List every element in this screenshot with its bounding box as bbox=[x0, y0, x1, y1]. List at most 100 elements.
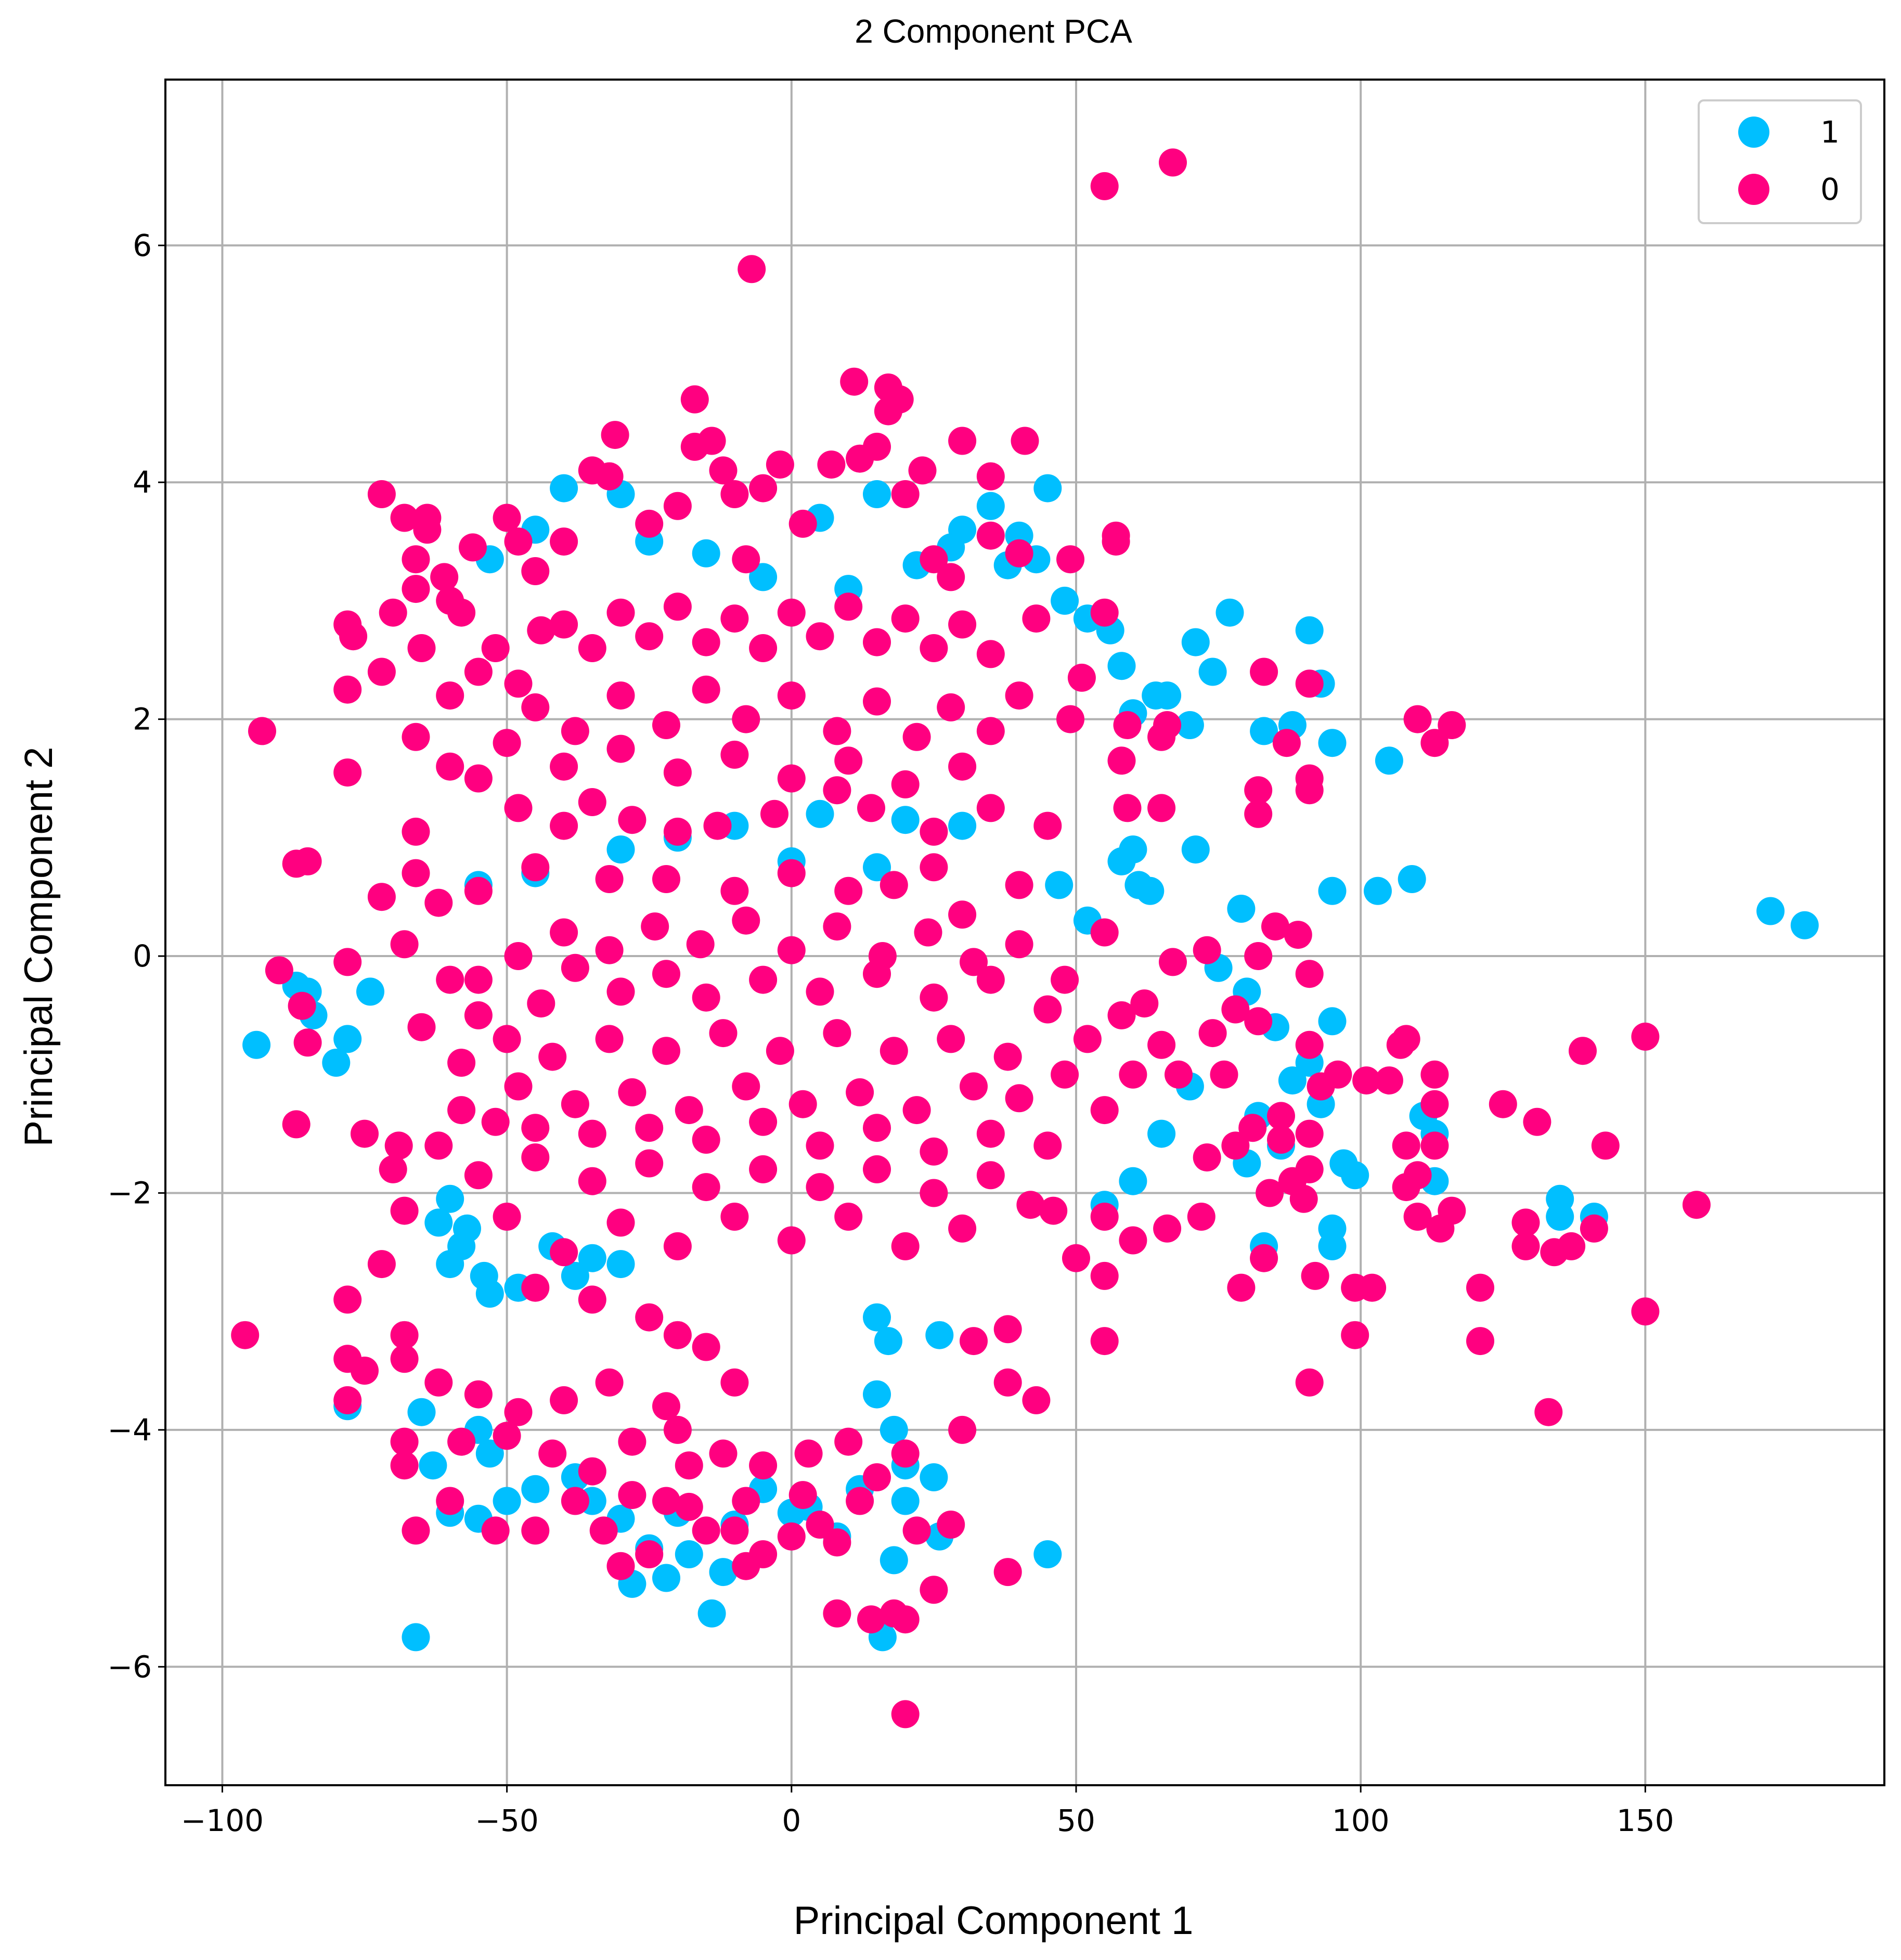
data-point bbox=[641, 912, 669, 941]
data-point bbox=[578, 456, 606, 485]
data-point bbox=[1113, 711, 1142, 739]
data-point bbox=[379, 598, 407, 627]
data-point bbox=[1181, 835, 1210, 864]
data-point bbox=[709, 1019, 738, 1048]
data-point bbox=[948, 610, 977, 639]
data-point bbox=[1090, 1203, 1119, 1231]
data-point bbox=[1295, 776, 1324, 805]
data-point bbox=[493, 1025, 521, 1053]
data-point bbox=[424, 888, 453, 917]
data-point bbox=[1113, 794, 1142, 822]
data-point bbox=[1295, 1030, 1324, 1059]
data-point bbox=[1591, 1131, 1620, 1160]
data-point bbox=[1090, 598, 1119, 627]
data-point bbox=[447, 1427, 476, 1456]
data-point bbox=[749, 474, 778, 502]
data-point bbox=[993, 1042, 1022, 1071]
data-point bbox=[351, 1357, 379, 1385]
data-point bbox=[618, 1078, 646, 1106]
data-point bbox=[834, 746, 863, 775]
data-point bbox=[976, 521, 1005, 550]
y-tick-label: 6 bbox=[133, 228, 152, 263]
data-point bbox=[863, 628, 891, 656]
data-point bbox=[823, 1019, 851, 1048]
data-point bbox=[1215, 598, 1244, 627]
data-point bbox=[857, 794, 885, 822]
data-point bbox=[920, 853, 948, 882]
data-point bbox=[976, 462, 1005, 491]
y-tick-label: 0 bbox=[133, 938, 152, 974]
data-point bbox=[1051, 1060, 1079, 1089]
data-point bbox=[333, 1386, 362, 1414]
data-point bbox=[920, 545, 948, 574]
data-point bbox=[675, 1492, 703, 1521]
data-point bbox=[1295, 616, 1324, 644]
data-point bbox=[436, 752, 464, 781]
data-point bbox=[561, 1261, 589, 1290]
data-point bbox=[367, 1250, 396, 1279]
data-point bbox=[806, 1131, 834, 1160]
data-point bbox=[834, 1203, 863, 1231]
data-point bbox=[652, 1037, 680, 1065]
data-point bbox=[464, 1161, 493, 1190]
data-point bbox=[863, 1380, 891, 1409]
data-point bbox=[834, 876, 863, 905]
data-point bbox=[578, 1244, 606, 1272]
data-point bbox=[817, 450, 846, 479]
data-point bbox=[333, 1285, 362, 1314]
data-point bbox=[749, 563, 778, 591]
data-point bbox=[960, 948, 988, 976]
data-point bbox=[1107, 652, 1136, 680]
data-point bbox=[1107, 1001, 1136, 1029]
data-point bbox=[1534, 1398, 1563, 1426]
data-point bbox=[464, 965, 493, 994]
data-point bbox=[823, 776, 851, 805]
data-point bbox=[920, 817, 948, 846]
data-point bbox=[749, 634, 778, 662]
data-point bbox=[550, 752, 578, 781]
data-point bbox=[846, 1487, 874, 1515]
data-point bbox=[424, 1208, 453, 1237]
data-point bbox=[749, 965, 778, 994]
data-point bbox=[1250, 657, 1278, 686]
data-point bbox=[857, 1605, 885, 1634]
data-point bbox=[1175, 711, 1204, 739]
data-point bbox=[976, 1161, 1005, 1190]
data-point bbox=[880, 871, 908, 899]
data-point bbox=[493, 1203, 521, 1231]
data-point bbox=[777, 859, 806, 887]
data-point bbox=[703, 811, 732, 840]
data-point bbox=[823, 1599, 851, 1628]
data-point bbox=[1426, 1214, 1455, 1243]
data-point bbox=[1051, 586, 1079, 615]
data-point bbox=[732, 545, 760, 574]
data-point bbox=[1153, 1214, 1182, 1243]
data-point bbox=[976, 640, 1005, 668]
legend: 1 0 bbox=[1698, 99, 1862, 224]
data-point bbox=[493, 1422, 521, 1450]
data-point bbox=[390, 1427, 419, 1456]
data-point bbox=[1033, 811, 1062, 840]
data-point bbox=[606, 835, 635, 864]
data-point bbox=[937, 693, 965, 721]
data-point bbox=[891, 1439, 920, 1468]
data-point bbox=[846, 444, 874, 473]
data-point bbox=[937, 1025, 965, 1053]
data-point bbox=[720, 604, 749, 633]
data-point bbox=[675, 1096, 703, 1125]
data-point bbox=[578, 1285, 606, 1314]
data-point bbox=[891, 1700, 920, 1729]
data-point bbox=[521, 1516, 550, 1545]
data-point bbox=[692, 1516, 720, 1545]
data-point bbox=[1238, 1114, 1267, 1142]
data-point bbox=[1261, 912, 1289, 941]
data-point bbox=[1193, 1143, 1221, 1172]
y-tick-label: −4 bbox=[108, 1412, 152, 1448]
data-point bbox=[806, 1173, 834, 1202]
data-point bbox=[806, 622, 834, 651]
data-point bbox=[1033, 1540, 1062, 1568]
data-point bbox=[720, 740, 749, 769]
data-point bbox=[635, 1540, 664, 1568]
data-point bbox=[1159, 948, 1187, 976]
x-tick-label: −100 bbox=[181, 1803, 264, 1838]
